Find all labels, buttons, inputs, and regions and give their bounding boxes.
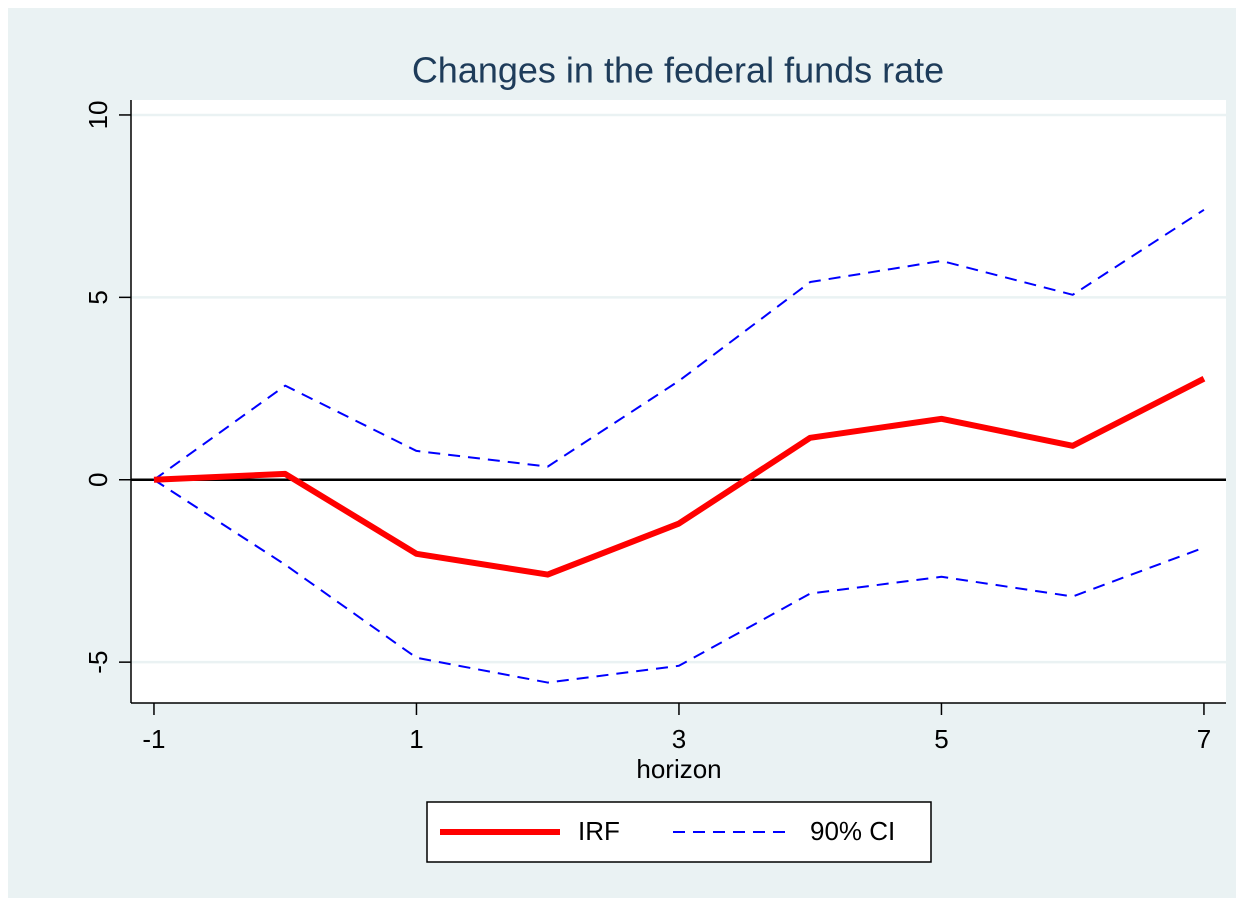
legend-label: 90% CI: [810, 816, 895, 846]
x-tick-label: 1: [409, 724, 423, 754]
x-tick-label: 3: [672, 724, 686, 754]
x-tick-label: -1: [142, 724, 165, 754]
x-axis-label: horizon: [636, 754, 721, 784]
series-line: [153, 376, 1206, 578]
series-line: [153, 208, 1205, 481]
plot-region: [131, 100, 1226, 703]
y-tick-label: -5: [83, 651, 113, 674]
y-tick-label: 10: [83, 100, 113, 129]
x-tick-label: 5: [934, 724, 948, 754]
y-tick-label: 0: [83, 473, 113, 487]
chart-title: Changes in the federal funds rate: [412, 50, 944, 91]
y-tick-label: 5: [83, 290, 113, 304]
x-tick-label: 7: [1197, 724, 1211, 754]
legend-label: IRF: [578, 816, 620, 846]
series-line: [153, 478, 1205, 684]
